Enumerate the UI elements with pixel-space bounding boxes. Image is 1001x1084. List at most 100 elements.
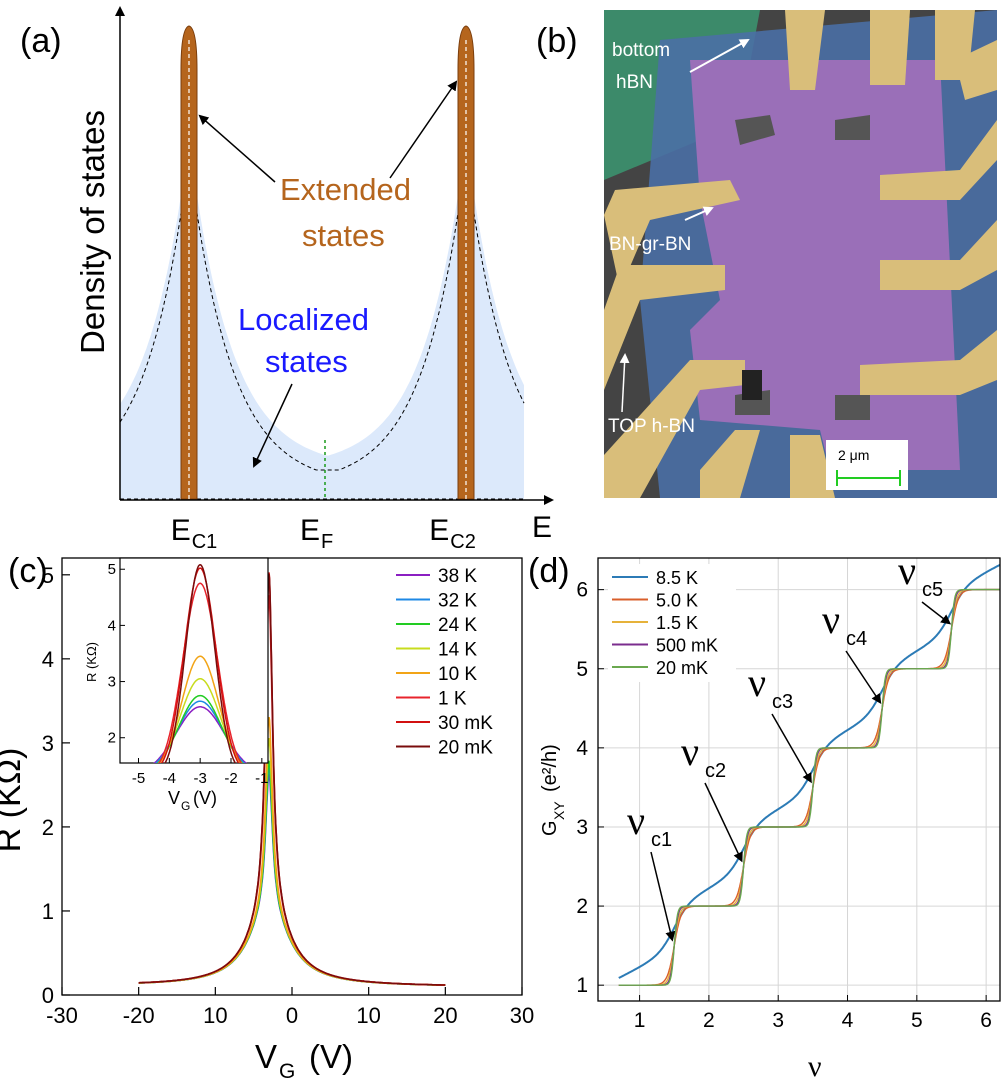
c-xtick-label-0: -30 <box>46 1003 78 1028</box>
dark-pad <box>742 370 762 400</box>
ci-ytick-label-0: 2 <box>108 730 116 747</box>
localized-states-fill <box>120 140 524 499</box>
panel-c-label: (c) <box>8 552 48 590</box>
panel-d-y-label-sub: XY <box>551 801 567 820</box>
d-xtick-label-5: 6 <box>980 1009 992 1032</box>
inset-y-ticks: 2 3 4 5 <box>108 561 125 747</box>
scale-bar-box <box>826 440 908 490</box>
y-axis-label: Density of states <box>74 110 111 354</box>
c-ytick-label-2: 2 <box>42 815 54 840</box>
d-ytick-label-1: 2 <box>576 895 588 918</box>
inset-x-label-sub: G <box>181 799 190 813</box>
c-legend-label-7: 20 mK <box>438 738 493 759</box>
d-legend-label-4: 20 mK <box>656 658 708 678</box>
c-xtick-label-6: 30 <box>510 1003 534 1028</box>
panel-d-y-label-unit: (e²/h) <box>539 744 561 792</box>
c-curve-20mK <box>138 574 446 986</box>
d-ytick-label-0: 1 <box>576 974 588 997</box>
panel-c-x-ticks: -30 -20 10 0 10 20 30 <box>46 987 534 1028</box>
c-legend-label-5: 1 K <box>438 689 467 710</box>
energy-tick-labels: E C1 E F E C2 <box>171 514 476 553</box>
ci-xtick-label-0: -5 <box>132 770 145 787</box>
panel-d-critical-points: ν c1 ν c2 ν c3 ν c4 ν c5 <box>627 548 952 942</box>
c-legend-label-4: 10 K <box>438 664 477 685</box>
arrow-to-peak-c1 <box>198 114 276 183</box>
annot-arrow-5 <box>921 601 952 625</box>
ci-ytick-label-3: 5 <box>108 561 116 578</box>
annot-nu-3: ν <box>748 660 766 705</box>
c-legend-label-6: 30 mK <box>438 713 493 734</box>
panel-d-hall-conductance: (d) 1 2 3 4 5 6 1 2 3 4 5 6 8.5 K 5.0 K1.5 K 500 mK2… <box>528 548 1001 1083</box>
panel-a-label: (a) <box>20 22 62 60</box>
annot-nu-2: ν <box>681 729 699 774</box>
panel-b-device-image: (b) 2 μm bottom <box>536 10 997 498</box>
annot-sub-4: c4 <box>846 628 867 650</box>
inset-x-label-main: V <box>168 788 180 808</box>
panel-c-x-label-sub: G <box>279 1060 295 1083</box>
panel-d-y-ticks: 1 2 3 4 5 6 <box>576 579 604 997</box>
extended-states-label-line2: states <box>302 218 385 253</box>
c-xtick-label-2: 10 <box>203 1003 227 1028</box>
annot-sub-3: c3 <box>772 691 793 713</box>
c-ytick-label-3: 3 <box>42 731 54 756</box>
d-legend-label-2: 1.5 K <box>656 613 698 633</box>
energy-tick-1-main: E <box>171 514 191 547</box>
panel-d-x-label: ν <box>808 1050 822 1083</box>
c-xtick-label-1: -20 <box>123 1003 155 1028</box>
ci-ytick-label-1: 3 <box>108 674 116 691</box>
panel-d-curves <box>618 563 1000 986</box>
c-legend-label-2: 24 K <box>438 615 477 636</box>
c-legend-label-0: 38 K <box>438 566 477 587</box>
d-xtick-label-1: 2 <box>703 1009 715 1032</box>
ci-xtick-label-2: -3 <box>193 770 206 787</box>
d-curve-20mK <box>618 588 1000 986</box>
ci-ytick-label-2: 4 <box>108 617 116 634</box>
d-ytick-label-5: 6 <box>576 579 588 602</box>
c-curve-24K <box>138 760 446 986</box>
energy-tick-3-sub: C2 <box>450 531 476 553</box>
bn-gr-bn-arrow <box>684 206 714 221</box>
panel-c-curves <box>138 572 446 986</box>
panel-a-density-of-states: (a) Density of states E E C1 E F E C2 Extende… <box>20 6 554 553</box>
inset-x-ticks: -5 -4 -3 -2 -1 <box>132 758 269 787</box>
d-xtick-label-4: 5 <box>911 1009 923 1032</box>
panel-d-label: (d) <box>528 552 570 590</box>
ci-curve-4 <box>158 655 242 763</box>
ci-curve-2 <box>156 694 244 763</box>
panel-b-label: (b) <box>536 22 578 60</box>
annot-sub-1: c1 <box>651 829 672 851</box>
panel-c-y-ticks: 0 1 2 3 4 5 <box>42 563 70 1008</box>
annot-arrow-3 <box>771 713 812 784</box>
extended-state-peak-c1 <box>180 25 198 500</box>
annot-sub-5: c5 <box>922 579 943 601</box>
scale-bar-text: 2 μm <box>838 447 869 463</box>
c-ytick-label-4: 4 <box>42 647 54 672</box>
extended-state-peak-c2 <box>457 25 475 500</box>
c-curve-14K <box>138 737 446 986</box>
ci-curve-5 <box>158 582 243 763</box>
annot-nu-5: ν <box>898 548 916 593</box>
ci-xtick-label-1: -4 <box>163 770 176 787</box>
arrow-to-peak-c2 <box>389 80 458 179</box>
annot-arrow-2 <box>704 782 743 863</box>
panel-c-resistance-vs-gate: (c) -30 -20 10 0 10 20 30 0 1 2 3 4 5 R (KΩ) V G (V… <box>0 552 534 1083</box>
localized-states-label-line1: Localized <box>238 302 369 337</box>
bottom-label: bottom <box>612 40 670 61</box>
panel-c-legend: 38 K 32 K 24 K 14 K 10 K 1 K 30 mK 20 mK <box>396 566 493 759</box>
etched-leads <box>735 115 870 420</box>
c-xtick-label-3: 0 <box>286 1003 298 1028</box>
d-legend-label-1: 5.0 K <box>656 591 698 611</box>
top-hbn-arrow <box>619 353 630 413</box>
panel-c-x-label-unit: (V) <box>309 1038 353 1075</box>
annot-sub-2: c2 <box>705 760 726 782</box>
ci-curve-0 <box>153 706 247 763</box>
extended-states-label-line1: Extended <box>280 172 411 207</box>
c-ytick-label-0: 0 <box>42 983 54 1008</box>
annot-nu-4: ν <box>822 597 840 642</box>
c-legend-label-1: 32 K <box>438 591 477 612</box>
c-xtick-label-5: 20 <box>433 1003 457 1028</box>
ci-curve-1 <box>155 700 246 763</box>
c-legend-label-3: 14 K <box>438 640 477 661</box>
